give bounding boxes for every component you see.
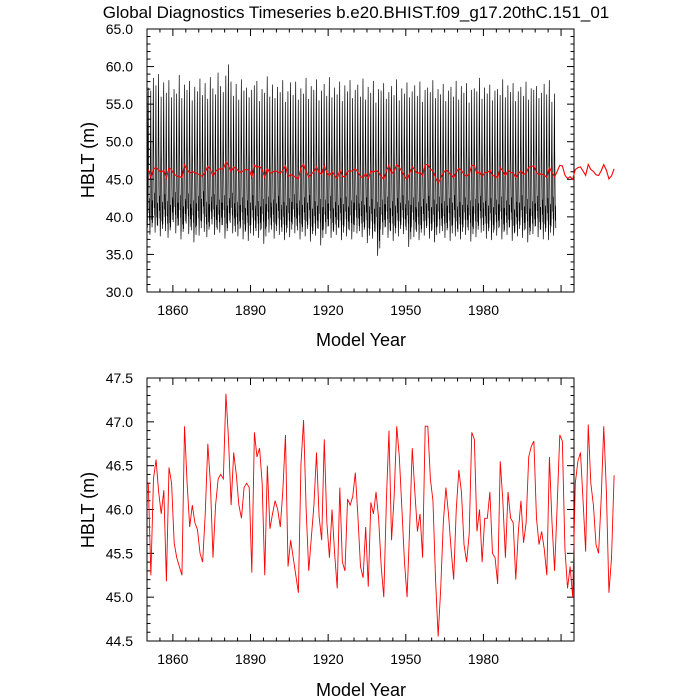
- x-tick-label: 1980: [468, 651, 499, 667]
- top-plot-frame: [146, 28, 575, 293]
- y-tick-label: 30.0: [106, 284, 133, 300]
- x-tick-label: 1920: [313, 651, 344, 667]
- y-tick-label: 55.0: [106, 96, 133, 112]
- y-tick-label: 46.5: [106, 458, 133, 474]
- x-tick-label: 1950: [390, 302, 421, 318]
- x-tick-label: 1860: [157, 302, 188, 318]
- series-line-annual-mean: [147, 393, 615, 637]
- y-tick-label: 65.0: [106, 21, 133, 37]
- bottom-x-axis-label: Model Year: [316, 680, 406, 700]
- y-tick-label: 44.5: [106, 633, 133, 649]
- x-tick-label: 1950: [390, 651, 421, 667]
- figure-title: Global Diagnostics Timeseries b.e20.BHIS…: [103, 3, 610, 22]
- top-x-axis-label: Model Year: [316, 330, 406, 350]
- y-tick-label: 45.0: [106, 589, 133, 605]
- y-tick-label: 46.0: [106, 502, 133, 518]
- x-tick-label: 1890: [235, 651, 266, 667]
- top-panel: 30.0 35.0 40.0 45.0 50.0 55.0 60.0 65.0 1860 189…: [78, 21, 615, 350]
- y-tick-label: 45.5: [106, 545, 133, 561]
- top-y-axis-label: HBLT (m): [78, 122, 98, 198]
- x-tick-label: 1920: [313, 302, 344, 318]
- bottom-panel: 44.5 45.0 45.5 46.0 46.5 47.0 47.5 1860 1890 192…: [78, 370, 615, 700]
- x-tick-label: 1860: [157, 651, 188, 667]
- x-tick-label: 1980: [468, 302, 499, 318]
- y-tick-label: 45.0: [106, 171, 133, 187]
- bottom-y-axis-label: HBLT (m): [78, 472, 98, 548]
- y-tick-label: 50.0: [106, 134, 133, 150]
- y-tick-label: 40.0: [106, 209, 133, 225]
- y-tick-label: 35.0: [106, 246, 133, 262]
- series-line-annual-mean: [147, 160, 615, 184]
- x-tick-label: 1890: [235, 302, 266, 318]
- y-tick-label: 60.0: [106, 59, 133, 75]
- y-tick-label: 47.0: [106, 414, 133, 430]
- series-line-monthly: [146, 64, 557, 256]
- y-tick-label: 47.5: [106, 370, 133, 386]
